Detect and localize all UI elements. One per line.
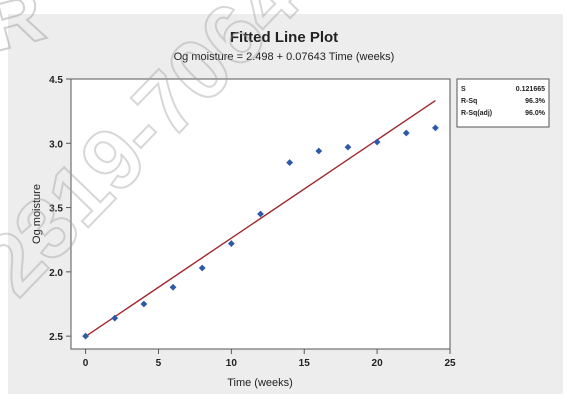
data-points	[82, 124, 439, 340]
data-point	[315, 147, 323, 155]
data-point	[227, 240, 235, 247]
stats-legend-box	[456, 78, 550, 128]
x-tick-label: 15	[299, 358, 311, 369]
chart-title: Fitted Line Plot	[230, 29, 338, 46]
y-tick-label: 3.0	[49, 139, 63, 150]
y-axis-label: Og moisture	[31, 184, 43, 244]
x-tick-label: 10	[226, 358, 238, 369]
y-tick-label: 3.5	[49, 204, 63, 215]
data-point	[82, 332, 89, 340]
data-point	[169, 283, 177, 291]
data-point	[198, 264, 206, 272]
data-point	[344, 143, 352, 151]
data-point	[402, 129, 410, 137]
stat-label: R-Sq	[461, 98, 477, 105]
data-point	[286, 159, 294, 166]
stat-value: 96.3%	[525, 98, 546, 105]
x-axis-label: Time (weeks)	[227, 377, 293, 389]
stat-value: 96.0%	[525, 110, 546, 117]
x-tick-label: 0	[83, 358, 89, 369]
data-point	[432, 124, 439, 132]
stat-value: 0.121665	[516, 86, 545, 93]
data-point	[111, 314, 119, 322]
x-tick-label: 25	[444, 358, 456, 369]
data-point	[140, 300, 148, 308]
stats-legend: S 0.121665 R-Sq 96.3% R-Sq(adj) 96.0%	[456, 78, 550, 128]
stat-label: R-Sq(adj)	[461, 110, 492, 117]
data-point	[373, 138, 381, 146]
chart-subtitle: Og moisture = 2.498 + 0.07643 Time (week…	[174, 51, 395, 63]
x-tick-label: 20	[372, 358, 384, 369]
y-tick-label: 2.5	[49, 332, 63, 343]
axis-ticks: 0 5 10 15 20 25 2.5 2.0 3.5 3.0 4.5	[49, 75, 456, 369]
y-tick-label: 4.5	[49, 75, 63, 86]
y-tick-label: 2.0	[49, 268, 63, 279]
x-tick-label: 5	[156, 358, 162, 369]
data-point	[257, 210, 264, 218]
stat-label: S	[461, 86, 466, 93]
